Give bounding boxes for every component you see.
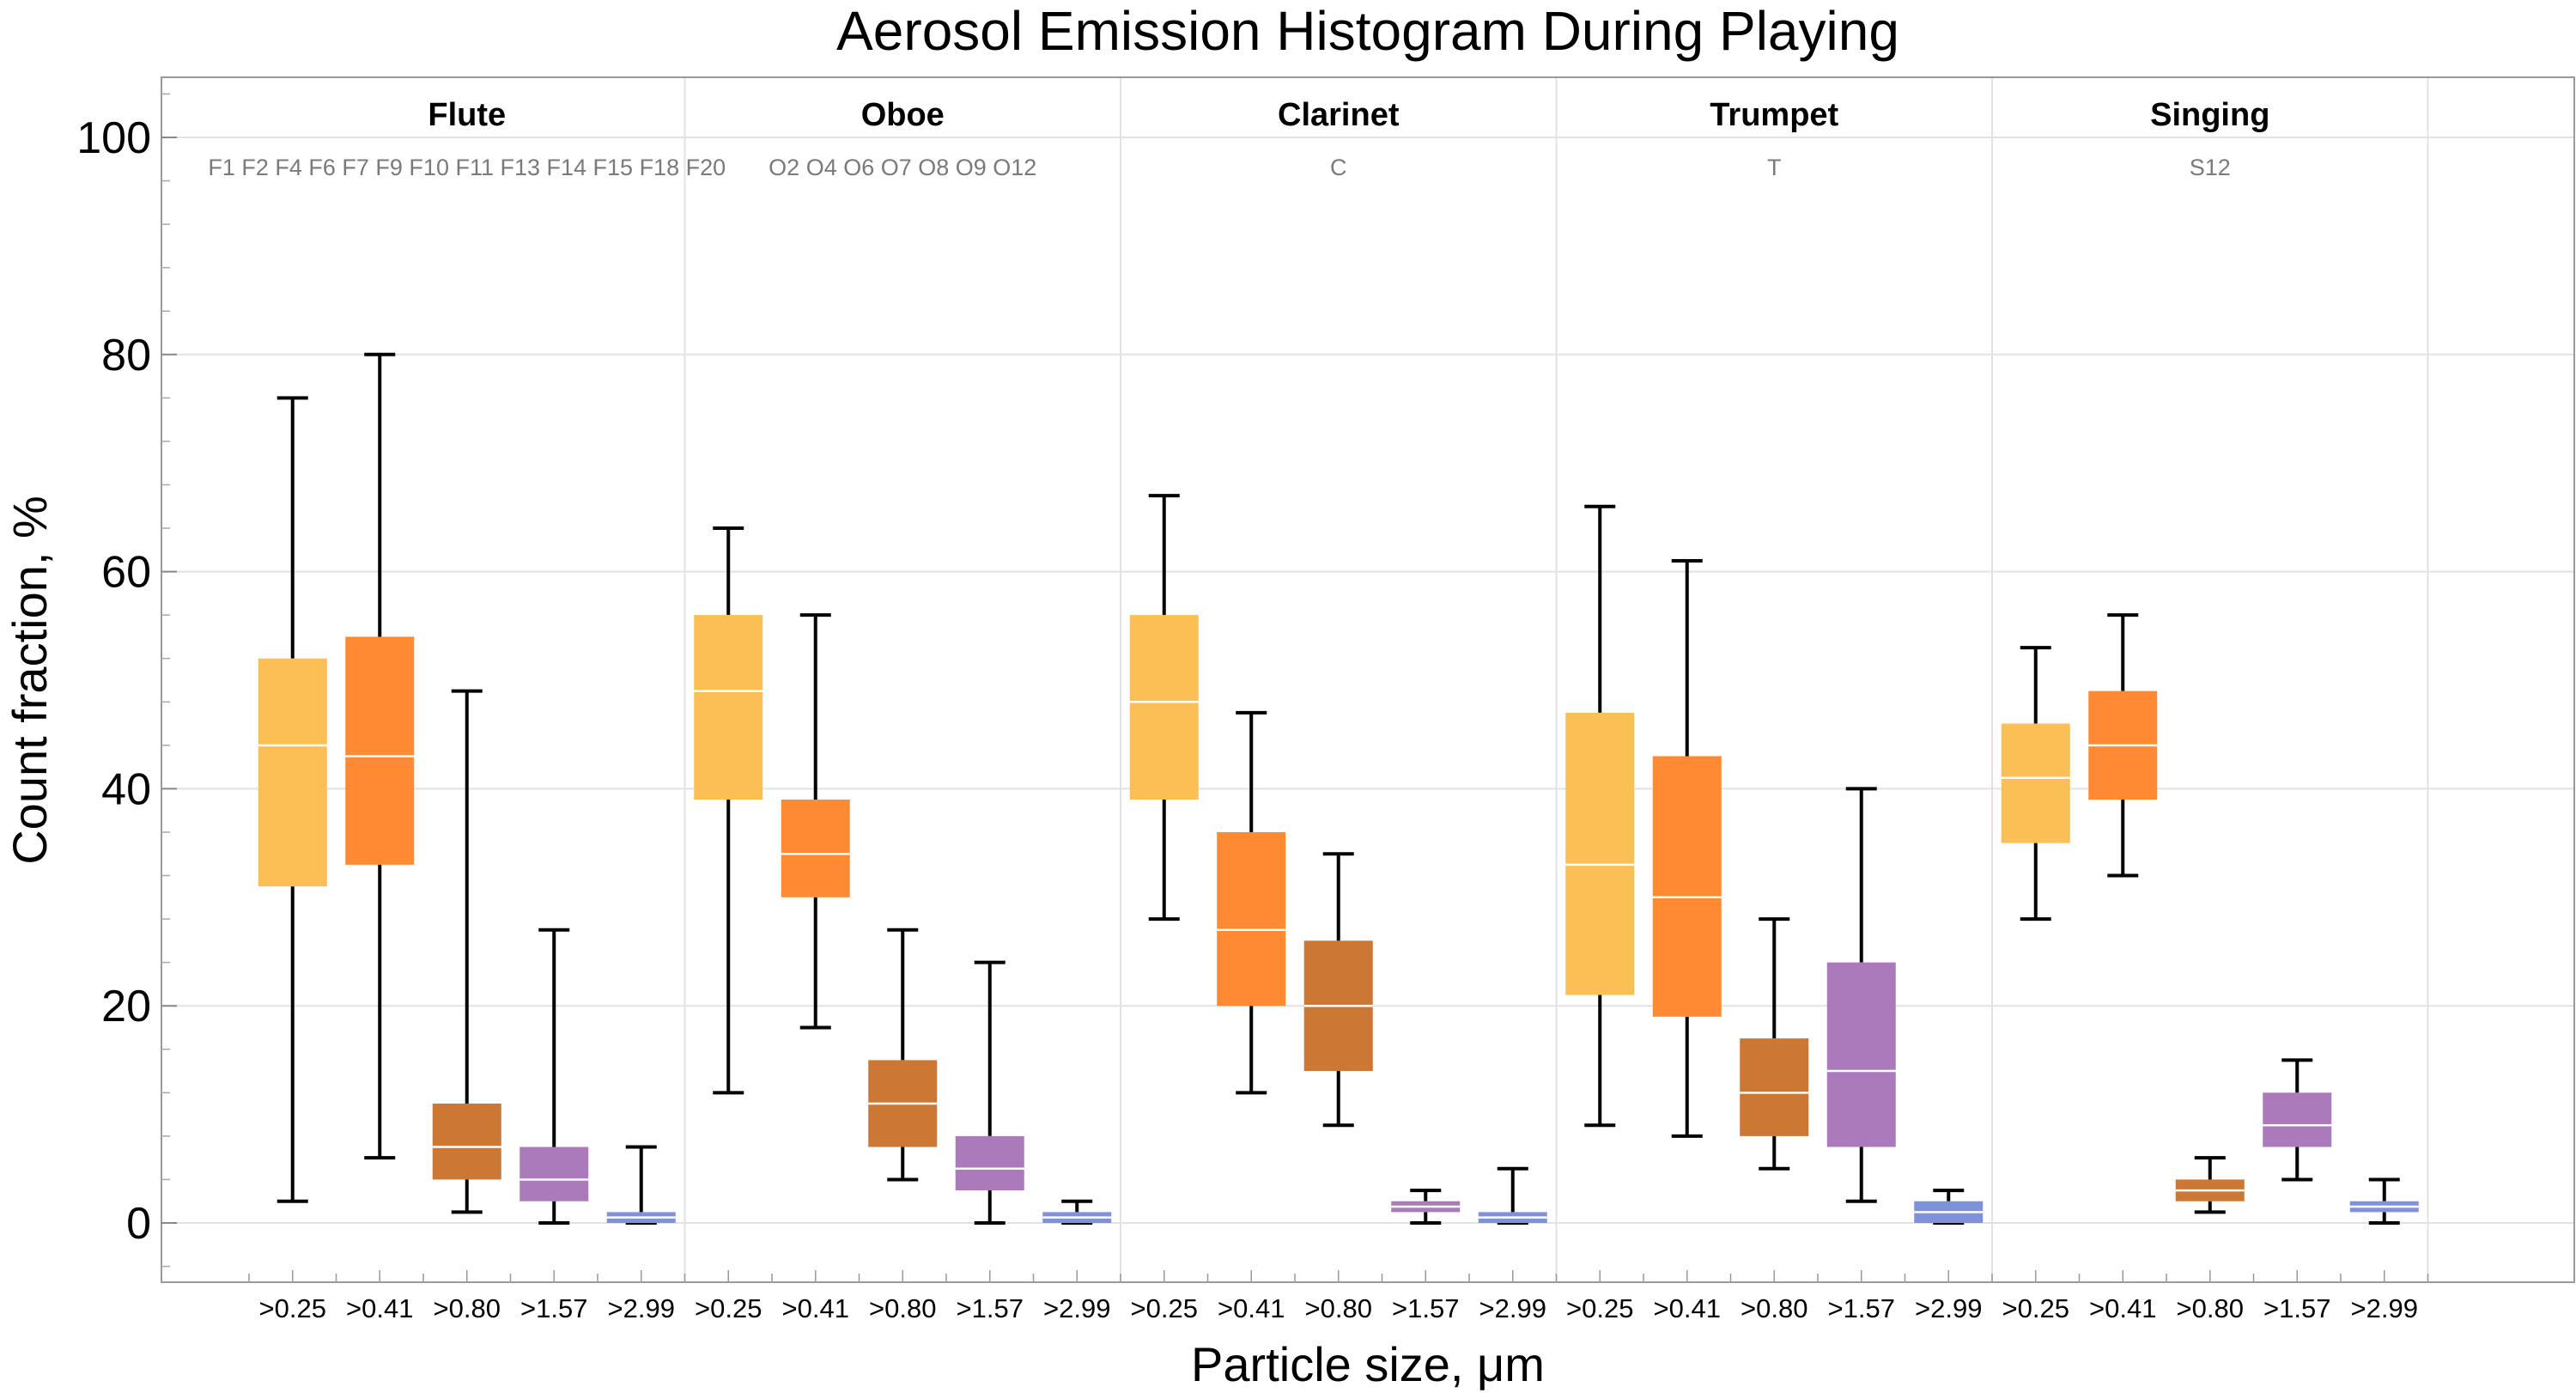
x-tick-label: >0.41: [782, 1293, 849, 1323]
x-tick-label: >0.25: [1566, 1293, 1633, 1323]
x-tick-label: >1.57: [520, 1293, 587, 1323]
x-axis-label: Particle size, μm: [1191, 1337, 1545, 1391]
x-tick-label: >2.99: [2351, 1293, 2418, 1323]
chart-title: Aerosol Emission Histogram During Playin…: [836, 0, 1899, 62]
box-iqr: [1826, 962, 1896, 1147]
y-tick-label: 60: [101, 548, 151, 598]
box-iqr: [955, 1135, 1024, 1191]
x-tick-label: >0.41: [1218, 1293, 1285, 1323]
group-name-label: Oboe: [861, 97, 945, 133]
x-tick-label: >0.41: [346, 1293, 413, 1323]
x-tick-label: >0.25: [2002, 1293, 2069, 1323]
y-tick-label: 20: [101, 982, 151, 1031]
y-tick-label: 40: [101, 764, 151, 814]
x-tick-label: >2.99: [1915, 1293, 1982, 1323]
x-tick-label: >0.25: [259, 1293, 326, 1323]
x-tick-label: >0.80: [434, 1293, 501, 1323]
box-iqr: [1565, 712, 1635, 995]
x-tick-label: >0.80: [1741, 1293, 1807, 1323]
y-tick-label: 0: [126, 1199, 151, 1249]
x-tick-label: >0.80: [869, 1293, 936, 1323]
x-tick-label: >1.57: [957, 1293, 1024, 1323]
x-tick-label: >0.25: [695, 1293, 762, 1323]
group-subjects-label: S12: [2190, 155, 2231, 180]
box-iqr: [694, 615, 763, 800]
x-tick-label: >2.99: [1479, 1293, 1546, 1323]
box-iqr: [1652, 756, 1722, 1017]
group-subjects-label: T: [1767, 155, 1782, 180]
box-iqr: [345, 636, 415, 865]
y-tick-label: 100: [76, 113, 151, 163]
box-iqr: [781, 800, 850, 897]
group-subjects-label: O2 O4 O6 O7 O8 O9 O12: [769, 155, 1036, 180]
box-iqr: [1129, 615, 1199, 800]
box-iqr: [258, 658, 327, 887]
x-tick-label: >1.57: [2263, 1293, 2330, 1323]
box-iqr: [1217, 831, 1286, 1007]
x-tick-label: >2.99: [1043, 1293, 1110, 1323]
group-name-label: Flute: [428, 97, 506, 133]
x-tick-label: >1.57: [1828, 1293, 1895, 1323]
x-tick-label: >1.57: [1392, 1293, 1459, 1323]
x-tick-label: >0.41: [2089, 1293, 2156, 1323]
box-iqr: [2263, 1092, 2332, 1147]
x-tick-label: >2.99: [608, 1293, 675, 1323]
group-name-label: Clarinet: [1278, 97, 1400, 133]
plot-frame: [161, 76, 2575, 1283]
x-tick-label: >0.80: [1305, 1293, 1372, 1323]
y-axis-label: Count fraction, %: [3, 496, 57, 865]
y-tick-label: 80: [101, 331, 151, 380]
box-iqr: [1740, 1038, 1809, 1136]
x-tick-label: >0.80: [2177, 1293, 2244, 1323]
group-name-label: Trumpet: [1710, 97, 1838, 133]
group-subjects-label: F1 F2 F4 F6 F7 F9 F10 F11 F13 F14 F15 F1…: [208, 155, 726, 180]
group-labels: Flute F1 F2 F4 F6 F7 F9 F10 F11 F13 F14 F…: [208, 97, 2269, 180]
x-tick-label: >0.41: [1654, 1293, 1721, 1323]
group-subjects-label: C: [1330, 155, 1347, 180]
box-iqr: [519, 1147, 589, 1201]
box-iqr: [2001, 723, 2070, 843]
x-tick-label: >0.25: [1131, 1293, 1198, 1323]
box-iqr: [432, 1103, 501, 1180]
boxes: [258, 352, 2419, 1225]
group-name-label: Singing: [2150, 97, 2269, 133]
axes: 0 20 40 60 80 100 >0.25 >0.41 >0.80 >1.57 >2.99 >0.…: [76, 93, 2429, 1323]
